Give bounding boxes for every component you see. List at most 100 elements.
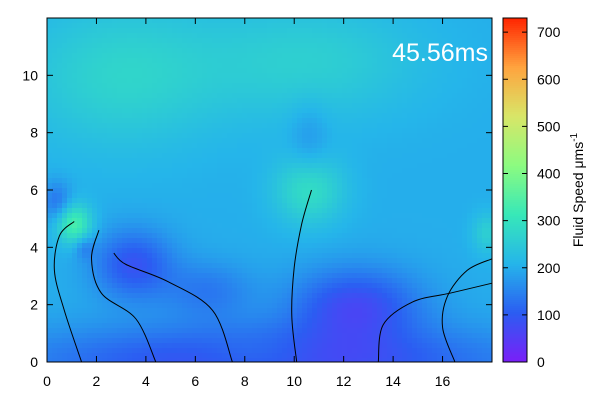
heatmap-cell [147, 43, 153, 49]
heatmap-cell [417, 208, 423, 214]
heatmap-cell [52, 113, 58, 119]
heatmap-cell [432, 233, 438, 239]
heatmap-cell [427, 278, 433, 284]
heatmap-cell [472, 78, 478, 84]
heatmap-cell [307, 233, 313, 239]
heatmap-cell [372, 148, 378, 154]
heatmap-cell [237, 188, 243, 194]
heatmap-cell [72, 48, 78, 54]
heatmap-cell [312, 273, 318, 279]
heatmap-cell [372, 238, 378, 244]
heatmap-cell [182, 253, 188, 259]
heatmap-cell [127, 188, 133, 194]
heatmap-cell [317, 28, 323, 34]
heatmap-cell [257, 288, 263, 294]
heatmap-cell [392, 263, 398, 269]
heatmap-cell [352, 28, 358, 34]
heatmap-cell [202, 93, 208, 99]
heatmap-cell [97, 178, 103, 184]
heatmap-cell [72, 43, 78, 49]
heatmap-cell [437, 283, 443, 289]
heatmap-cell [107, 63, 113, 69]
heatmap-cell [252, 33, 258, 39]
heatmap-cell [217, 93, 223, 99]
heatmap-cell [322, 193, 328, 199]
heatmap-cell [142, 153, 148, 159]
heatmap-cell [177, 268, 183, 274]
heatmap-cell [282, 138, 288, 144]
heatmap-cell [192, 158, 198, 164]
heatmap-cell [117, 153, 123, 159]
heatmap-cell [267, 73, 273, 79]
heatmap-cell [92, 168, 98, 174]
heatmap-cell [197, 193, 203, 199]
heatmap-cell [257, 243, 263, 249]
heatmap-cell [397, 263, 403, 269]
heatmap-cell [287, 128, 293, 134]
heatmap-cell [207, 208, 213, 214]
heatmap-cell [227, 213, 233, 219]
heatmap-cell [307, 243, 313, 249]
heatmap-cell [322, 218, 328, 224]
heatmap-cell [472, 168, 478, 174]
heatmap-cell [487, 98, 493, 104]
heatmap-cell [317, 178, 323, 184]
heatmap-cell [362, 123, 368, 129]
heatmap-cell [462, 183, 468, 189]
heatmap-cell [247, 48, 253, 54]
heatmap-cell [97, 228, 103, 234]
heatmap-cell [397, 268, 403, 274]
heatmap-cell [57, 238, 63, 244]
heatmap-cell [407, 68, 413, 74]
heatmap-cell [227, 63, 233, 69]
heatmap-cell [117, 118, 123, 124]
heatmap-cell [397, 218, 403, 224]
heatmap-cell [212, 193, 218, 199]
heatmap-cell [242, 113, 248, 119]
heatmap-cell [207, 203, 213, 209]
heatmap-cell [47, 203, 53, 209]
heatmap-cell [167, 48, 173, 54]
heatmap-cell [347, 133, 353, 139]
heatmap-cell [272, 258, 278, 264]
heatmap-cell [417, 283, 423, 289]
heatmap-cell [132, 143, 138, 149]
heatmap-cell [312, 253, 318, 259]
heatmap-cell [447, 268, 453, 274]
heatmap-cell [242, 143, 248, 149]
heatmap-cell [97, 293, 103, 299]
heatmap-cell [197, 253, 203, 259]
heatmap-cell [322, 213, 328, 219]
heatmap-cell [477, 38, 483, 44]
heatmap-cell [357, 88, 363, 94]
heatmap-cell [137, 153, 143, 159]
heatmap-cell [162, 78, 168, 84]
heatmap-cell [187, 188, 193, 194]
heatmap-cell [122, 173, 128, 179]
heatmap-cell [252, 63, 258, 69]
heatmap-cell [447, 218, 453, 224]
heatmap-cell [287, 98, 293, 104]
heatmap-cell [52, 93, 58, 99]
heatmap-cell [282, 243, 288, 249]
heatmap-cell [472, 28, 478, 34]
heatmap-cell [337, 203, 343, 209]
heatmap-cell [452, 118, 458, 124]
heatmap-cell [122, 133, 128, 139]
heatmap-cell [67, 78, 73, 84]
heatmap-cell [332, 58, 338, 64]
heatmap-cell [472, 213, 478, 219]
heatmap-cell [112, 58, 118, 64]
heatmap-cell [267, 68, 273, 74]
heatmap-cell [172, 118, 178, 124]
heatmap-cell [272, 123, 278, 129]
heatmap-cell [412, 128, 418, 134]
heatmap-cell [357, 28, 363, 34]
heatmap-cell [57, 143, 63, 149]
heatmap-cell [77, 218, 83, 224]
heatmap-cell [487, 193, 493, 199]
heatmap-cell [112, 48, 118, 54]
heatmap-cell [487, 28, 493, 34]
heatmap-cell [252, 48, 258, 54]
heatmap-cell [262, 158, 268, 164]
